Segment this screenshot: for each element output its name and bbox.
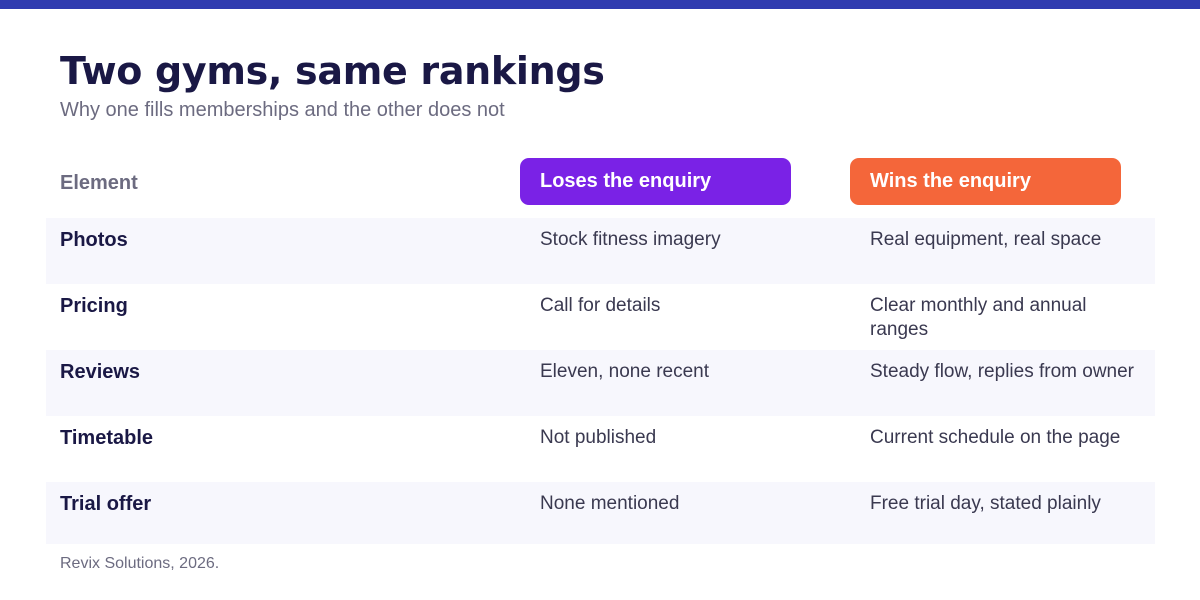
top-accent-bar: [0, 0, 1200, 9]
table-row: Timetable Not published Current schedule…: [46, 416, 1155, 482]
table-header-row: Element Loses the enquiry Wins the enqui…: [46, 158, 1155, 206]
row-wins-value: Free trial day, stated plainly: [870, 493, 1101, 514]
row-element-label: Timetable: [60, 427, 153, 449]
comparison-table: Photos Stock fitness imagery Real equipm…: [46, 218, 1155, 544]
row-loses-value: Eleven, none recent: [540, 361, 710, 382]
row-loses-value: Call for details: [540, 295, 661, 316]
table-row: Pricing Call for details Clear monthly a…: [46, 284, 1155, 350]
source-footnote: Revix Solutions, 2026.: [60, 555, 220, 572]
table-row: Photos Stock fitness imagery Real equipm…: [46, 218, 1155, 284]
row-wins-value: Current schedule on the page: [870, 427, 1121, 448]
table-row: Trial offer None mentioned Free trial da…: [46, 482, 1155, 544]
column-header-wins-pill: Wins the enquiry: [850, 158, 1121, 205]
row-wins-value: Clear monthly and annual ranges: [870, 295, 1087, 340]
row-loses-value: Not published: [540, 427, 657, 448]
row-element-label: Trial offer: [60, 493, 152, 515]
page-subtitle: Why one fills memberships and the other …: [60, 99, 505, 121]
table-row: Reviews Eleven, none recent Steady flow,…: [46, 350, 1155, 416]
column-header-loses-pill: Loses the enquiry: [520, 158, 791, 205]
row-loses-value: None mentioned: [540, 493, 680, 514]
row-element-label: Pricing: [60, 295, 128, 317]
row-element-label: Reviews: [60, 361, 141, 383]
row-loses-value: Stock fitness imagery: [540, 229, 721, 250]
row-wins-value: Real equipment, real space: [870, 229, 1102, 250]
row-wins-value: Steady flow, replies from owner: [870, 361, 1135, 382]
page-title: Two gyms, same rankings: [60, 49, 605, 93]
column-header-element: Element: [60, 172, 138, 194]
row-element-label: Photos: [60, 229, 128, 251]
